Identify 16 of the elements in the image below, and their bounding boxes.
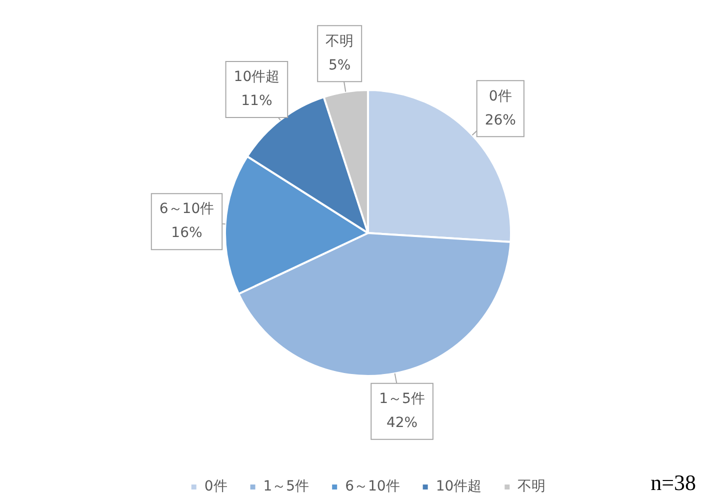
legend-label: 1～5件 bbox=[263, 478, 310, 495]
text: n=38 bbox=[650, 470, 696, 495]
legend-label: 10件超 bbox=[436, 478, 482, 495]
data-label: 26% bbox=[484, 112, 516, 128]
legend-label: 不明 bbox=[518, 478, 546, 495]
data-label: 5% bbox=[328, 57, 351, 74]
slice-label: 0件 bbox=[488, 88, 512, 104]
data-label: 16% bbox=[171, 225, 202, 242]
legend-label: 0件 bbox=[204, 478, 228, 495]
data-label: 42% bbox=[386, 415, 418, 432]
data-label: 11% bbox=[241, 93, 272, 110]
slice-label: 10件超 bbox=[234, 69, 280, 86]
slice-label: 6～10件 bbox=[159, 201, 214, 218]
slice-label: 不明 bbox=[326, 33, 354, 50]
legend-label: 6～10件 bbox=[345, 478, 400, 495]
slice-label: 1～5件 bbox=[379, 391, 425, 408]
